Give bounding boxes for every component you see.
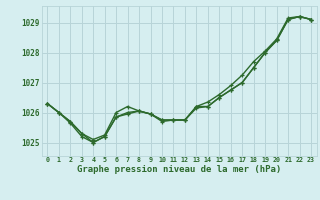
X-axis label: Graphe pression niveau de la mer (hPa): Graphe pression niveau de la mer (hPa) [77, 165, 281, 174]
